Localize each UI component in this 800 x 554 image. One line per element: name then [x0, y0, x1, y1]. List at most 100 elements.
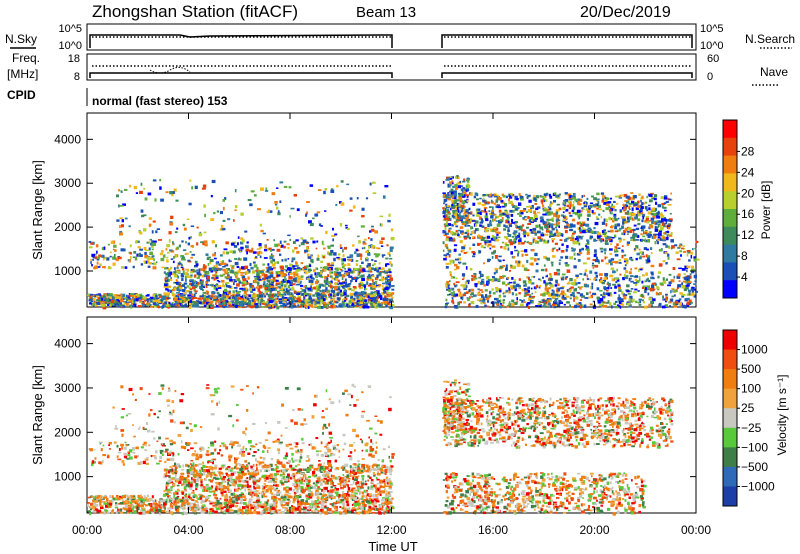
rti-cell — [684, 265, 689, 270]
rti-cell — [453, 204, 458, 207]
rti-cell — [213, 265, 216, 267]
rti-cell — [480, 218, 483, 221]
rti-cell — [493, 250, 496, 254]
rti-cell — [119, 299, 124, 303]
rti-cell — [185, 271, 188, 275]
rti-cell — [657, 275, 660, 279]
rti-cell — [598, 279, 601, 282]
rti-cell — [278, 305, 281, 308]
rti-cell — [376, 285, 381, 288]
rti-cell — [519, 225, 523, 229]
rti-cell — [623, 267, 627, 270]
rti-cell — [166, 300, 169, 303]
rti-cell — [543, 239, 546, 242]
rti-cell — [593, 197, 597, 201]
rti-cell — [94, 303, 98, 307]
rti-cell — [369, 270, 373, 273]
rti-cell — [269, 290, 272, 294]
rti-cell — [554, 293, 559, 297]
rti-cell — [637, 218, 641, 222]
rti-cell — [259, 246, 263, 249]
rti-cell — [275, 293, 279, 296]
rti-cell — [164, 285, 167, 288]
rti-cell — [279, 286, 281, 289]
rti-cell — [577, 198, 581, 201]
rti-cell — [651, 298, 656, 302]
rti-cell — [206, 298, 209, 302]
rti-cell — [290, 292, 293, 296]
rti-cell — [271, 287, 276, 291]
rti-cell — [454, 285, 457, 288]
rti-cell — [617, 286, 621, 289]
rti-cell — [184, 275, 187, 278]
rti-cell — [270, 295, 274, 298]
rti-cell — [388, 261, 392, 265]
rti-cell — [622, 218, 626, 222]
rti-cell — [361, 215, 365, 218]
rti-cell — [244, 265, 248, 269]
rti-cell — [234, 297, 238, 301]
rti-cell — [528, 242, 532, 245]
rti-cell — [375, 280, 378, 285]
rti-cell — [338, 300, 340, 302]
rti-cell — [153, 293, 158, 296]
rti-cell — [93, 266, 97, 270]
rti-cell — [308, 296, 311, 299]
rti-cell — [164, 301, 167, 305]
rti-cell — [688, 302, 692, 305]
rti-cell — [548, 213, 552, 216]
rti-cell — [444, 243, 448, 248]
rti-cell — [631, 211, 634, 214]
rti-cell — [649, 199, 653, 203]
rti-cell — [264, 249, 268, 252]
rti-cell — [457, 176, 460, 180]
rti-cell — [283, 292, 286, 296]
rti-cell — [455, 209, 460, 213]
rti-cell — [190, 304, 193, 308]
rti-cell — [547, 226, 551, 228]
rti-cell — [520, 229, 525, 232]
rti-cell — [198, 273, 202, 276]
rti-cell — [451, 195, 455, 199]
rti-cell — [553, 213, 556, 217]
rti-cell — [526, 226, 529, 229]
rti-cell — [565, 208, 569, 212]
rti-cell — [292, 265, 296, 268]
rti-cell — [500, 211, 503, 214]
rti-cell — [624, 208, 627, 211]
rti-cell — [558, 193, 561, 196]
rti-cell — [480, 302, 483, 305]
rti-cell — [656, 285, 659, 290]
rti-cell — [347, 272, 350, 274]
freq-label: Freq. — [12, 51, 40, 65]
rti-cell — [626, 205, 628, 208]
rti-cell — [276, 248, 281, 252]
rti-cell — [592, 292, 596, 295]
rti-cell — [615, 280, 618, 284]
rti-cell — [466, 196, 469, 198]
rti-cell — [224, 288, 228, 293]
rti-cell — [487, 300, 490, 303]
rti-cell — [688, 282, 692, 284]
rti-cell — [294, 271, 298, 274]
rti-cell — [511, 292, 514, 296]
rti-cell — [487, 240, 492, 243]
rti-cell — [241, 239, 245, 243]
rti-cell — [174, 231, 178, 234]
rti-cell — [510, 265, 514, 269]
rti-cell — [691, 271, 695, 274]
rti-cell — [647, 292, 650, 296]
rti-cell — [648, 204, 651, 207]
rti-cell — [262, 232, 266, 235]
rti-cell — [342, 249, 344, 253]
rti-cell — [458, 262, 461, 265]
rti-cell — [279, 253, 282, 256]
rti-cell — [238, 301, 243, 305]
rti-cell — [245, 294, 249, 296]
rti-cell — [344, 246, 348, 250]
rti-cell — [619, 227, 623, 230]
rti-cell — [476, 208, 481, 211]
rti-cell — [528, 297, 532, 301]
rti-cell — [479, 224, 482, 227]
rti-cell — [202, 294, 204, 298]
